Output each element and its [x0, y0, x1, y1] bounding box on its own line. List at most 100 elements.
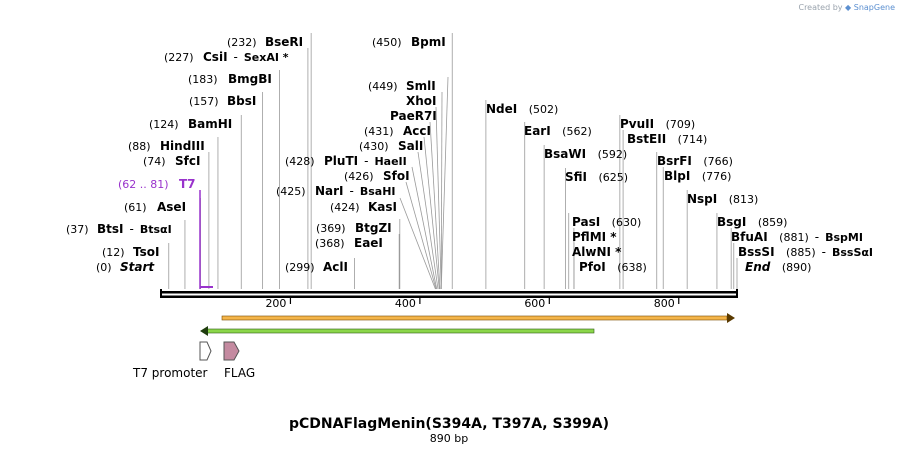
site-name-alwni: AlwNI * — [572, 245, 622, 259]
site-pvuii: PvuII (709) — [620, 117, 695, 131]
site-tsoi: (12) TsoI — [102, 245, 159, 259]
site-label-csii: (227) CsiI - SexAI * — [164, 50, 289, 64]
site-pos-sfci: (74) — [143, 155, 166, 168]
site-pos-sali: (430) — [359, 140, 389, 153]
site-label-hindiii: (88) HindIII — [128, 139, 205, 153]
site-pos-pfoi: (638) — [614, 261, 647, 274]
site-bamhi: (124) BamHI — [149, 117, 232, 131]
site-pos-bpmi: (450) — [372, 36, 402, 49]
site-pos-nari: (425) — [276, 185, 306, 198]
site-name-sfci: SfcI — [175, 154, 200, 168]
site-ndei: NdeI (502) — [486, 102, 558, 116]
site-bsteii: BstEII (714) — [627, 132, 707, 146]
ruler-tick-label-600: 600 — [524, 297, 545, 310]
site-label-pfoi: PfoI (638) — [579, 260, 647, 274]
site-pos-asei: (61) — [124, 201, 147, 214]
site-bmgbi: (183) BmgBI — [188, 72, 272, 86]
site-end: End (890) — [745, 260, 811, 274]
site-label-sali: (430) SalI — [359, 139, 423, 153]
site-extra-bfuai: BspMI — [825, 231, 863, 244]
site-name-bsssi: BssSI — [738, 245, 775, 259]
site-xhoi: XhoI — [406, 94, 437, 108]
site-name-eaei: EaeI — [354, 236, 383, 250]
site-name-hindiii: HindIII — [160, 139, 205, 153]
site-label-eari: EarI (562) — [524, 124, 592, 138]
site-name-asei: AseI — [157, 200, 186, 214]
site-pos-ndei: (502) — [525, 103, 558, 116]
site-t7: (62 .. 81) T7 — [118, 177, 196, 191]
site-name-pluti: PluTI — [324, 154, 358, 168]
site-line-smli — [440, 76, 449, 290]
site-dash-csii: - — [234, 50, 238, 64]
site-name-bsgi: BsgI — [717, 215, 746, 229]
site-label-pasi: PasI (630) — [572, 215, 641, 229]
site-pos-sfii: (625) — [595, 171, 628, 184]
site-pos-start: (0) — [96, 261, 112, 274]
site-blpi: BlpI (776) — [664, 169, 731, 183]
site-name-pasi: PasI — [572, 215, 600, 229]
site-name-end: End — [745, 260, 771, 274]
site-pos-bsteii: (714) — [674, 133, 707, 146]
site-eaei: (368) EaeI — [315, 236, 383, 250]
ruler-tick-label-800: 800 — [654, 297, 675, 310]
site-pos-acci: (431) — [364, 125, 394, 138]
site-name-xhoi: XhoI — [406, 94, 437, 108]
site-label-blpi: BlpI (776) — [664, 169, 731, 183]
site-label-bsteii: BstEII (714) — [627, 132, 707, 146]
site-pos-hindiii: (88) — [128, 140, 151, 153]
feature-label-t7-promoter: T7 promoter — [132, 366, 208, 380]
site-labels: (0) Start(12) TsoI(37) BtsI - BtsαI(61) AseI(6… — [66, 35, 873, 274]
site-label-asei: (61) AseI — [124, 200, 186, 214]
site-acli: (299) AclI — [285, 260, 348, 274]
site-alwni: AlwNI * — [572, 245, 622, 259]
site-name-acli: AclI — [323, 260, 348, 274]
site-line-acci — [429, 121, 441, 290]
site-label-bsssi: BssSI (885) - BssSαI — [738, 245, 873, 259]
site-name-sfii: SfiI — [565, 170, 587, 184]
site-label-bsrfi: BsrFI (766) — [657, 154, 733, 168]
site-dash-bfuai: - — [815, 230, 819, 244]
site-pos-bsssi: (885) — [783, 246, 816, 259]
site-line-nari — [405, 181, 437, 290]
site-name-bsrfi: BsrFI — [657, 154, 692, 168]
site-label-start: (0) Start — [96, 260, 155, 274]
site-label-kasi: (424) KasI — [330, 200, 397, 214]
site-pos-csii: (227) — [164, 51, 194, 64]
site-name-blpi: BlpI — [664, 169, 690, 183]
site-label-end: End (890) — [745, 260, 811, 274]
site-bsssi: BssSI (885) - BssSαI — [738, 245, 873, 259]
site-name-tsoi: TsoI — [133, 245, 159, 259]
site-pfoi: PfoI (638) — [579, 260, 647, 274]
site-btsi: (37) BtsI - BtsαI — [66, 222, 172, 236]
site-pos-btsi: (37) — [66, 223, 89, 236]
site-kasi: (424) KasI — [330, 200, 397, 214]
site-label-xhoi: XhoI — [406, 94, 437, 108]
site-name-acci: AccI — [403, 124, 431, 138]
snapgene-logo-icon: ◆ — [845, 3, 852, 12]
site-pos-smli: (449) — [368, 80, 398, 93]
site-label-pvuii: PvuII (709) — [620, 117, 695, 131]
site-name-bamhi: BamHI — [188, 117, 232, 131]
site-acci: (431) AccI — [364, 124, 431, 138]
site-label-bseri: (232) BseRI — [227, 35, 303, 49]
feature-label-flag: FLAG — [224, 366, 255, 380]
map-title: pCDNAFlagMenin(S394A, T397A, S399A) — [289, 416, 609, 432]
site-pos-bfuai: (881) — [776, 231, 809, 244]
site-name-pflmi: PflMI * — [572, 230, 617, 244]
site-pos-bmgbi: (183) — [188, 73, 218, 86]
site-label-paer7i: PaeR7I — [390, 109, 437, 123]
site-line-sfoi — [411, 166, 438, 290]
site-name-bmgbi: BmgBI — [228, 72, 272, 86]
site-name-btgzi: BtgZI — [355, 221, 392, 235]
site-smli: (449) SmlI — [368, 79, 436, 93]
site-line-xhoi — [440, 91, 443, 290]
site-btgzi: (369) BtgZI — [316, 221, 392, 235]
site-pasi: PasI (630) — [572, 215, 641, 229]
site-line-sali — [423, 136, 440, 290]
site-extra-btsi: BtsαI — [140, 223, 172, 236]
site-bsrfi: BsrFI (766) — [657, 154, 733, 168]
site-pos-bsrfi: (766) — [700, 155, 733, 168]
site-asei: (61) AseI — [124, 200, 186, 214]
snapgene-credit: Created by ◆ SnapGene — [798, 3, 895, 12]
